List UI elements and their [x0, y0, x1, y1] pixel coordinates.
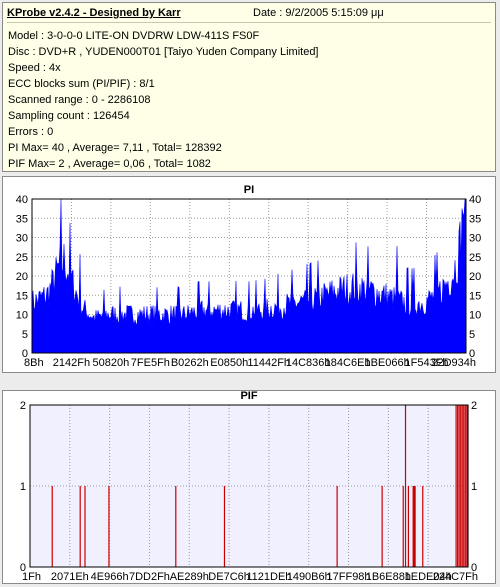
x-tick-label: 1BE066h — [364, 357, 409, 369]
x-tick-label: 2142Fh — [53, 357, 90, 369]
pif-stats-line: PIF Max= 2 , Average= 0,06 , Total= 1082 — [8, 158, 211, 170]
errors-line: Errors : 0 — [8, 126, 54, 138]
pi-chart: PI 0 0 5 5 10 10 15 15 20 20 25 25 30 30 35 35 40 40 8Bh 214… — [16, 184, 482, 369]
y-tick-label-left: 25 — [16, 252, 28, 264]
x-tick-label: DE7C6h — [208, 571, 250, 583]
scanned-range-line: Scanned range : 0 - 2286108 — [8, 94, 151, 106]
disc-line: Disc : DVD+R , YUDEN000T01 [Taiyo Yuden … — [8, 46, 319, 58]
x-tick-label: 7FE5Fh — [131, 357, 170, 369]
x-tick-label: 7DD2Fh — [129, 571, 170, 583]
y-tick-label-right: 10 — [469, 310, 481, 322]
y-tick-label-left: 20 — [16, 271, 28, 283]
y-tick-label-right: 1 — [471, 481, 477, 493]
x-tick-label: 1B6E88h — [366, 571, 411, 583]
y-tick-label-left: 1 — [20, 481, 26, 493]
x-tick-label: 1F543Fh — [405, 357, 449, 369]
x-tick-label: 50820h — [93, 357, 130, 369]
x-tick-label: 17FF98h — [327, 571, 371, 583]
y-tick-label-left: 35 — [16, 213, 28, 225]
y-tick-label-right: 25 — [469, 252, 481, 264]
scan-date: Date : 9/2/2005 5:15:09 μμ — [253, 7, 384, 19]
x-tick-label: 1490B6h — [287, 571, 331, 583]
x-tick-label: 8Bh — [24, 357, 44, 369]
title-row: KProbe v2.4.2 - Designed by Karr Date : … — [7, 5, 491, 23]
x-tick-label: AE289h — [170, 571, 209, 583]
x-tick-label: E0850h — [210, 357, 248, 369]
y-tick-label-right: 0 — [471, 562, 477, 574]
y-tick-label-left: 10 — [16, 310, 28, 322]
x-tick-label: 11442Fh — [247, 357, 290, 369]
chart-title: PIF — [240, 391, 257, 402]
sampling-count-line: Sampling count : 126454 — [8, 110, 130, 122]
plot-border — [31, 198, 467, 354]
y-tick-label-left: 15 — [16, 290, 28, 302]
y-tick-label-right: 30 — [469, 233, 481, 245]
x-tick-label: 4E966h — [91, 571, 129, 583]
x-tick-label: 1EDE04h — [405, 571, 452, 583]
disc-info-panel: KProbe v2.4.2 - Designed by Karr Date : … — [2, 2, 496, 172]
y-tick-label-left: 0 — [20, 562, 26, 574]
chart-title: PI — [244, 184, 254, 196]
y-tick-label-right: 15 — [469, 290, 481, 302]
x-tick-label: 224C7Fh — [433, 571, 478, 583]
pi-stats-line: PI Max= 40 , Average= 7,11 , Total= 1283… — [8, 142, 222, 154]
plot-border — [29, 404, 469, 568]
y-tick-label-right: 5 — [469, 329, 475, 341]
pi-series-area — [31, 198, 467, 354]
app-title: KProbe v2.4.2 - Designed by Karr — [7, 7, 181, 19]
pi-chart-panel: PI 0 0 5 5 10 10 15 15 20 20 25 25 30 30 35 35 40 40 8Bh 214… — [2, 176, 496, 373]
pif-chart-panel: PIF 0 0 1 1 2 2 1Fh 2071Eh 4E966h 7DD2Fh AE289h DE7C… — [2, 390, 496, 584]
ecc-blocks-line: ECC blocks sum (PI/PIF) : 8/1 — [8, 78, 155, 90]
y-tick-label-right: 2 — [471, 400, 477, 412]
x-tick-label: 184C6Eh — [325, 357, 371, 369]
pif-chart: PIF 0 0 1 1 2 2 1Fh 2071Eh 4E966h 7DD2Fh AE289h DE7C… — [20, 391, 478, 583]
x-tick-label: 1121DEh — [246, 571, 291, 583]
y-tick-label-right: 40 — [469, 194, 481, 206]
speed-line: Speed : 4x — [8, 62, 61, 74]
x-tick-label: 1Fh — [22, 571, 41, 583]
y-tick-label-left: 40 — [16, 194, 28, 206]
x-tick-label: B0262h — [171, 357, 209, 369]
y-tick-label-right: 35 — [469, 213, 481, 225]
x-tick-label: 2071Eh — [51, 571, 89, 583]
y-tick-label-left: 2 — [20, 400, 26, 412]
y-tick-label-left: 30 — [16, 233, 28, 245]
x-tick-label: 22D934h — [431, 357, 476, 369]
y-tick-label-left: 5 — [22, 329, 28, 341]
y-tick-label-right: 0 — [469, 348, 475, 360]
x-tick-label: 14C836h — [286, 357, 331, 369]
title-divider — [7, 22, 491, 23]
model-line: Model : 3-0-0-0 LITE-ON DVDRW LDW-411S F… — [8, 30, 260, 42]
y-tick-label-right: 20 — [469, 271, 481, 283]
y-tick-label-left: 0 — [22, 348, 28, 360]
